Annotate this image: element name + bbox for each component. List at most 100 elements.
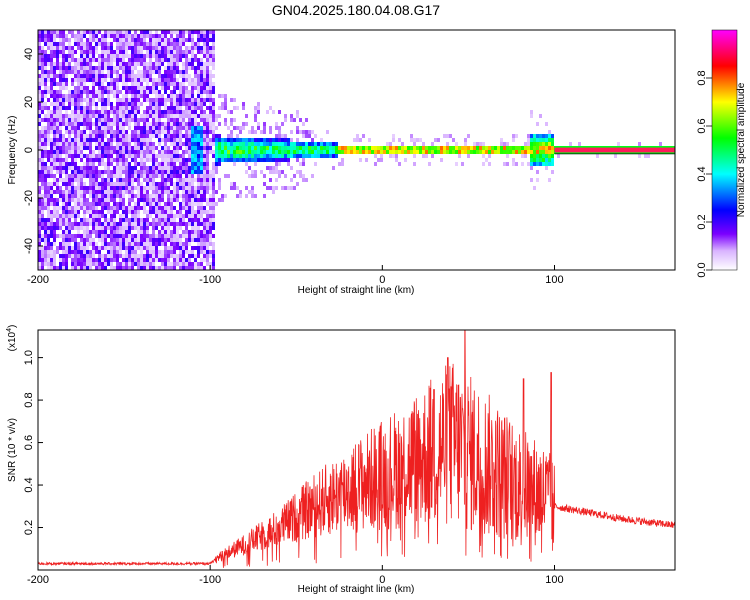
- spectrogram-cell: [95, 154, 98, 158]
- spectrogram-cell: [134, 222, 137, 226]
- spectrogram-cell: [143, 194, 146, 198]
- spectrogram-cell: [101, 58, 104, 62]
- spectrogram-cell: [80, 254, 83, 258]
- spectrogram-cell: [77, 66, 80, 70]
- spectrogram-cell: [62, 198, 65, 202]
- spectrogram-cell: [134, 262, 137, 266]
- spectrogram-cell: [104, 30, 107, 34]
- spectrogram-cell: [143, 242, 146, 246]
- spectrogram-cell: [65, 206, 68, 210]
- spectrogram-cell: [158, 138, 161, 142]
- spectrogram-cell: [146, 106, 149, 110]
- spectrogram-cell: [68, 58, 71, 62]
- snr-clip-group: [38, 330, 675, 568]
- spectrogram-cell: [152, 42, 155, 46]
- spectrogram-cell: [83, 130, 86, 134]
- spectrogram-cell: [164, 82, 167, 86]
- spectrogram-cell: [194, 82, 197, 86]
- spectrogram-cell: [128, 166, 131, 170]
- spectrogram-cell: [239, 130, 242, 134]
- spectrogram-cell: [275, 138, 278, 142]
- spectrogram-cell: [212, 138, 215, 142]
- spectrogram-cell: [77, 30, 80, 34]
- spectrogram-cell: [119, 98, 122, 102]
- spectrogram-cell: [116, 114, 119, 118]
- spectrogram-cell: [308, 130, 311, 134]
- spectrogram-cell: [98, 210, 101, 214]
- spectrogram-cell: [74, 146, 77, 150]
- spectrogram-cell: [116, 142, 119, 146]
- spectrogram-cell: [251, 142, 254, 146]
- spectrogram-cell: [533, 186, 536, 190]
- spectrogram-cell: [134, 138, 137, 142]
- spectrogram-cell: [74, 198, 77, 202]
- spectrogram-cell: [194, 258, 197, 262]
- spectrogram-cell: [119, 246, 122, 250]
- spectrogram-cell: [41, 214, 44, 218]
- spectrogram-cell: [149, 206, 152, 210]
- spectrogram-cell: [89, 190, 92, 194]
- spectrogram-cell: [143, 262, 146, 266]
- spectrogram-cell: [152, 222, 155, 226]
- spectrogram-cell: [50, 94, 53, 98]
- spectrogram-cell: [167, 162, 170, 166]
- spectrogram-cell: [449, 146, 452, 150]
- spectrogram-cell: [131, 62, 134, 66]
- spectrogram-cell: [92, 34, 95, 38]
- spectrogram-cell: [77, 198, 80, 202]
- spectrogram-cell: [77, 138, 80, 142]
- spectrogram-cell: [191, 158, 194, 162]
- spectrogram-cell: [188, 82, 191, 86]
- spectrogram-cell: [263, 182, 266, 186]
- spectrogram-cell: [272, 190, 275, 194]
- spectrogram-cell: [227, 158, 230, 162]
- spectrogram-cell: [374, 154, 377, 158]
- spectrogram-cell: [143, 126, 146, 130]
- spectrogram-cell: [53, 82, 56, 86]
- spectrogram-cell: [62, 58, 65, 62]
- spectrogram-cell: [404, 146, 407, 150]
- spectrogram-cell: [146, 30, 149, 34]
- spectrogram-cell: [113, 114, 116, 118]
- spectrogram-cell: [293, 154, 296, 158]
- spectrogram-cell: [80, 150, 83, 154]
- spectrogram-cell: [200, 98, 203, 102]
- spectrogram-cell: [212, 134, 215, 138]
- spectrogram-cell: [140, 94, 143, 98]
- spectrogram-cell: [209, 78, 212, 82]
- spectrogram-cell: [359, 146, 362, 150]
- spectrogram-cell: [83, 138, 86, 142]
- spectrogram-cell: [104, 162, 107, 166]
- spectrogram-cell: [182, 266, 185, 270]
- spectrogram-cell: [158, 266, 161, 270]
- spectrogram-cell: [176, 198, 179, 202]
- spectrogram-cell: [98, 110, 101, 114]
- spectrogram-cell: [131, 190, 134, 194]
- spectrogram-cell: [110, 194, 113, 198]
- spectrogram-cell: [119, 102, 122, 106]
- spectrogram-cell: [203, 114, 206, 118]
- spectrogram-cell: [146, 202, 149, 206]
- spectrogram-cell: [47, 54, 50, 58]
- spectrogram-cell: [122, 222, 125, 226]
- spectrogram-cell: [173, 30, 176, 34]
- spectrogram-cell: [188, 110, 191, 114]
- spectrogram-cell: [479, 142, 482, 146]
- spectrogram-cell: [191, 230, 194, 234]
- spectrogram-cell: [65, 150, 68, 154]
- spectrogram-cell: [173, 162, 176, 166]
- spectrogram-cell: [137, 142, 140, 146]
- spectrogram-cell: [203, 166, 206, 170]
- spectrogram-cell: [92, 74, 95, 78]
- spectrogram-cell: [269, 178, 272, 182]
- spectrogram-cell: [143, 118, 146, 122]
- spectrogram-cell: [152, 174, 155, 178]
- snr-frame: [37, 329, 676, 571]
- spectrogram-cell: [74, 106, 77, 110]
- spectrogram-cell: [182, 194, 185, 198]
- spectrogram-cell: [137, 178, 140, 182]
- spectrogram-cell: [44, 106, 47, 110]
- spectrogram-cell: [143, 178, 146, 182]
- spectrogram-cell: [38, 130, 41, 134]
- spectrogram-cell: [77, 122, 80, 126]
